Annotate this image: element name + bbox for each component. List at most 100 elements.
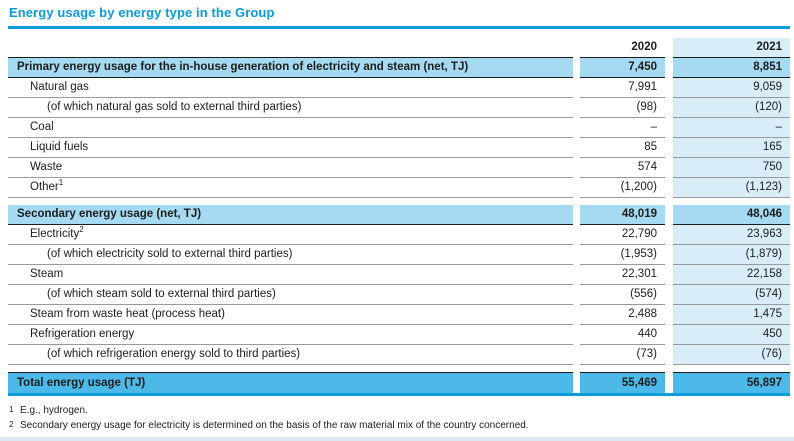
row-label: Secondary energy usage (net, TJ) — [8, 205, 573, 225]
value-2021: 23,963 — [673, 225, 790, 245]
column-gap — [573, 138, 580, 158]
value-2021: 56,897 — [673, 372, 790, 393]
column-gap — [665, 118, 673, 138]
table-row: Coal – – — [8, 118, 790, 138]
column-gap — [573, 158, 580, 178]
column-gap — [665, 98, 673, 118]
footnote-text: E.g., hydrogen. — [20, 405, 88, 416]
column-gap — [665, 245, 673, 265]
footnote-text: Secondary energy usage for electricity i… — [20, 420, 529, 431]
column-gap — [573, 305, 580, 325]
row-label: Primary energy usage for the in-house ge… — [8, 58, 573, 78]
value-2021: (120) — [673, 98, 790, 118]
value-2020: 55,469 — [580, 372, 665, 393]
column-gap — [573, 98, 580, 118]
row-label-text: Total energy usage (TJ) — [17, 377, 146, 389]
table-row: Steam from waste heat (process heat) 2,48… — [8, 305, 790, 325]
value-2021: 1,475 — [673, 305, 790, 325]
value-2020: 48,019 — [580, 205, 665, 225]
row-label: Coal — [8, 118, 573, 138]
column-gap — [665, 225, 673, 245]
row-label: Electricity2 — [8, 225, 573, 245]
row-label-text: Electricity — [30, 228, 80, 240]
column-gap — [573, 78, 580, 98]
column-gap — [665, 138, 673, 158]
column-gap — [665, 58, 673, 78]
value-2021: 450 — [673, 325, 790, 345]
row-label: Total energy usage (TJ) — [8, 372, 573, 393]
column-gap — [573, 38, 580, 58]
footnote-reference: 2 — [79, 225, 84, 235]
column-header-2021: 2021 — [673, 38, 790, 58]
section-gap — [8, 365, 790, 372]
value-2021: 22,158 — [673, 265, 790, 285]
column-gap — [665, 305, 673, 325]
column-gap — [665, 325, 673, 345]
column-gap — [573, 118, 580, 138]
column-gap — [573, 345, 580, 365]
row-label-text: Coal — [30, 121, 54, 133]
value-2020: 574 — [580, 158, 665, 178]
row-label-text: Other — [30, 181, 59, 193]
table-header-row: 2020 2021 — [8, 38, 790, 58]
table-row: Electricity2 22,790 23,963 — [8, 225, 790, 245]
value-2020: 2,488 — [580, 305, 665, 325]
value-2021: (76) — [673, 345, 790, 365]
column-gap — [573, 178, 580, 198]
value-2020: (1,200) — [580, 178, 665, 198]
column-gap — [573, 372, 580, 393]
header-empty-cell — [8, 38, 573, 58]
value-2020: (1,953) — [580, 245, 665, 265]
footnote: 1 E.g., hydrogen. — [8, 403, 786, 418]
table-row: Secondary energy usage (net, TJ) 48,019 48… — [8, 205, 790, 225]
column-gap — [573, 225, 580, 245]
column-gap — [665, 345, 673, 365]
value-2021: (574) — [673, 285, 790, 305]
row-label: Steam — [8, 265, 573, 285]
column-gap — [573, 205, 580, 225]
row-label: Other1 — [8, 178, 573, 198]
value-2020: (556) — [580, 285, 665, 305]
table-row: (of which refrigeration energy sold to t… — [8, 345, 790, 365]
table-bottom-rule — [8, 393, 790, 396]
footnote-marker: 2 — [9, 420, 14, 429]
value-2020: (73) — [580, 345, 665, 365]
value-2021: 8,851 — [673, 58, 790, 78]
value-2021: 165 — [673, 138, 790, 158]
column-gap — [665, 158, 673, 178]
report-page: Energy usage by energy type in the Group… — [8, 5, 790, 431]
page-bottom-strip — [0, 437, 794, 441]
value-2020: 85 — [580, 138, 665, 158]
value-2020: 7,991 — [580, 78, 665, 98]
column-gap — [573, 245, 580, 265]
page-title: Energy usage by energy type in the Group — [9, 5, 275, 20]
row-label-text: (of which natural gas sold to external t… — [47, 101, 302, 113]
row-label-text: Primary energy usage for the in-house ge… — [17, 61, 469, 73]
column-gap — [573, 58, 580, 78]
energy-usage-table: 2020 2021 Primary energy usage for the i… — [8, 38, 790, 396]
table-body: Primary energy usage for the in-house ge… — [8, 58, 790, 393]
value-2020: 7,450 — [580, 58, 665, 78]
row-label: (of which refrigeration energy sold to t… — [8, 345, 573, 365]
footnote-reference: 1 — [58, 178, 64, 188]
value-2020: 440 — [580, 325, 665, 345]
column-gap — [665, 205, 673, 225]
row-label-text: Liquid fuels — [30, 141, 89, 153]
table-row: (of which steam sold to external third p… — [8, 285, 790, 305]
value-2020: 22,790 — [580, 225, 665, 245]
value-2021: (1,879) — [673, 245, 790, 265]
value-2021: 750 — [673, 158, 790, 178]
row-label: (of which natural gas sold to external t… — [8, 98, 573, 118]
table-row: Other1 (1,200) (1,123) — [8, 178, 790, 198]
row-label-text: Waste — [30, 161, 63, 173]
value-2021: – — [673, 118, 790, 138]
section-gap — [8, 198, 790, 205]
row-label: (of which steam sold to external third p… — [8, 285, 573, 305]
table-row: Refrigeration energy 440 450 — [8, 325, 790, 345]
value-2020: (98) — [580, 98, 665, 118]
value-2020: – — [580, 118, 665, 138]
row-label-text: Steam from waste heat (process heat) — [30, 308, 225, 320]
value-2021: (1,123) — [673, 178, 790, 198]
column-gap — [665, 78, 673, 98]
row-label-text: Secondary energy usage (net, TJ) — [17, 208, 202, 220]
